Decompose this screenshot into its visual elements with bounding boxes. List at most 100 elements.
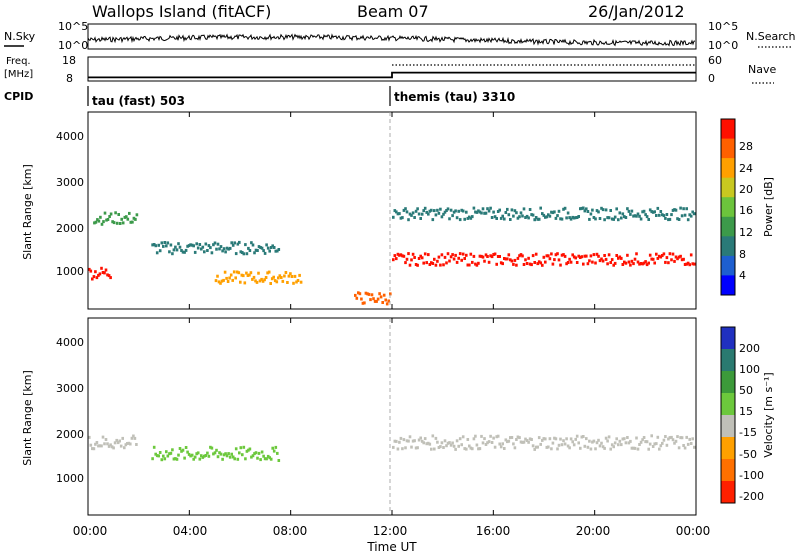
power-feature-7-cell xyxy=(404,207,407,211)
power-feature-1-cell xyxy=(89,269,93,273)
velocity-feature-3-cell xyxy=(443,439,447,443)
velocity-feature-3-cell xyxy=(483,437,486,441)
velocity-feature-2-cell xyxy=(206,451,209,455)
power-feature-7-cell xyxy=(401,216,404,220)
velocity-feature-2-cell xyxy=(218,451,221,455)
power-feature-7-cell xyxy=(420,212,424,216)
velocity-feature-3-cell xyxy=(572,443,576,447)
velocity-feature-2-cell xyxy=(207,454,211,458)
power-feature-5-cell xyxy=(366,292,369,296)
velocity-feature-3-cell xyxy=(571,440,574,444)
velocity-feature-2-cell xyxy=(171,448,174,452)
power-feature-6-cell xyxy=(565,262,568,266)
power-feature-3-cell xyxy=(242,252,246,256)
power-feature-7-cell xyxy=(569,217,573,221)
power-feature-6-cell xyxy=(498,255,501,258)
power-feature-7-cell xyxy=(449,208,453,212)
power-feature-6-cell xyxy=(431,262,435,265)
velocity-feature-2-cell xyxy=(162,454,165,458)
power-feature-6-cell xyxy=(439,263,442,267)
velocity-feature-3-cell xyxy=(644,440,647,444)
velocity-feature-3-cell xyxy=(559,437,562,441)
velocity-colorbar-label: Velocity [m s⁻¹] xyxy=(762,372,775,457)
velocity-feature-2-cell xyxy=(204,454,208,457)
velocity-colorbar-band xyxy=(721,437,735,460)
velocity-feature-3-cell xyxy=(580,435,584,439)
power-feature-6-cell xyxy=(405,257,409,261)
power-feature-6-cell xyxy=(436,259,439,263)
velocity-feature-3-cell xyxy=(553,436,556,440)
velocity-feature-3-cell xyxy=(530,438,533,441)
power-feature-4-cell xyxy=(260,277,263,281)
power-feature-4-cell xyxy=(292,281,295,285)
velocity-feature-3-cell xyxy=(419,436,422,440)
velocity-feature-3-cell xyxy=(445,444,448,448)
power-feature-3-cell xyxy=(274,249,278,253)
power-feature-3-cell xyxy=(160,241,164,245)
power-feature-6-cell xyxy=(547,254,550,258)
power-feature-6-cell xyxy=(518,254,521,258)
velocity-feature-1-cell xyxy=(130,436,134,440)
velocity-feature-2-cell xyxy=(236,457,240,461)
velocity-feature-2-cell xyxy=(231,455,235,459)
velocity-feature-3-cell xyxy=(515,438,518,441)
velocity-feature-3-cell xyxy=(478,447,482,451)
power-feature-6-cell xyxy=(548,257,552,261)
velocity-feature-2-cell xyxy=(151,457,154,461)
power-feature-7-cell xyxy=(427,212,430,216)
velocity-feature-3-cell xyxy=(633,446,637,450)
velocity-feature-2-cell xyxy=(213,451,217,455)
power-feature-7-cell xyxy=(419,217,422,220)
power-feature-7-cell xyxy=(496,210,500,213)
power-feature-6-cell xyxy=(566,261,570,264)
power-feature-7-cell xyxy=(541,212,544,216)
power-colorbar-band xyxy=(721,158,735,179)
power-feature-7-cell xyxy=(651,210,655,214)
velocity-feature-3-cell xyxy=(416,446,419,450)
velocity-feature-2-cell xyxy=(166,454,170,458)
velocity-feature-3-cell xyxy=(499,445,503,449)
power-feature-4-cell xyxy=(281,279,285,283)
power-feature-7-cell xyxy=(501,214,504,218)
cpid-label: CPID xyxy=(4,90,33,103)
velocity-feature-3-cell xyxy=(512,442,515,446)
power-feature-6-cell xyxy=(588,259,591,263)
power-feature-6-cell xyxy=(642,261,646,265)
power-feature-7-cell xyxy=(498,208,501,212)
power-feature-6-cell xyxy=(533,261,536,264)
velocity-feature-2-cell xyxy=(165,450,168,454)
power-feature-7-cell xyxy=(644,213,647,217)
velocity-feature-3-cell xyxy=(638,443,641,446)
power-feature-4-cell xyxy=(246,274,250,277)
power-y-label: Slant Range [km] xyxy=(21,164,34,260)
power-feature-1-cell xyxy=(103,271,106,275)
power-feature-6-cell xyxy=(635,252,638,256)
velocity-feature-3-cell xyxy=(603,446,606,450)
power-feature-7-cell xyxy=(486,207,489,211)
power-feature-6-cell xyxy=(601,259,605,263)
power-feature-7-cell xyxy=(693,212,696,216)
power-feature-7-cell xyxy=(507,213,511,217)
power-feature-6-cell xyxy=(440,253,444,257)
power-feature-6-cell xyxy=(668,252,672,256)
vel-y-tick-2000: 2000 xyxy=(56,428,84,441)
velocity-feature-2-cell xyxy=(227,452,230,456)
power-feature-3-cell xyxy=(272,246,276,249)
power-feature-7-cell xyxy=(469,216,473,220)
power-feature-1-cell xyxy=(95,276,99,280)
velocity-feature-3-cell xyxy=(668,436,672,440)
power-feature-7-cell xyxy=(642,209,646,213)
velocity-feature-3-cell xyxy=(431,434,435,438)
velocity-feature-3-cell xyxy=(457,444,460,448)
power-feature-6-cell xyxy=(638,262,641,266)
velocity-feature-2-cell xyxy=(238,451,241,455)
power-feature-1-cell xyxy=(92,275,96,279)
velocity-feature-3-cell xyxy=(609,447,612,451)
velocity-feature-3-cell xyxy=(425,442,428,446)
velocity-feature-3-cell xyxy=(568,446,571,450)
power-feature-6-cell xyxy=(632,262,635,266)
power-feature-6-cell xyxy=(434,263,438,267)
velocity-feature-3-cell xyxy=(685,435,688,439)
velocity-colorbar-band xyxy=(721,393,735,416)
velocity-feature-2-cell xyxy=(196,451,200,455)
